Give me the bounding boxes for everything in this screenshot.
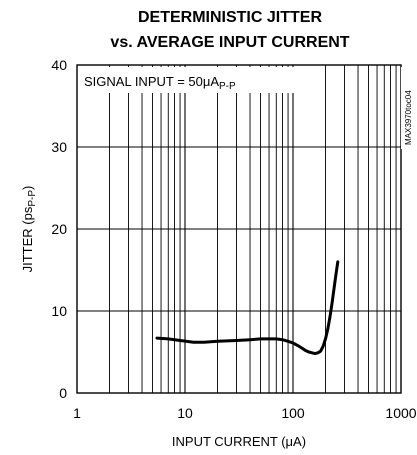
x-tick-labels: 1 10 100 1000 — [73, 405, 417, 421]
chart-title-line1: DETERMINISTIC JITTER — [138, 9, 322, 26]
annotation-main: SIGNAL INPUT = 50μA — [84, 74, 219, 89]
y-tick-label: 20 — [51, 221, 67, 237]
x-tick-label: 100 — [281, 405, 305, 421]
y-axis-label-main: JITTER (ps — [20, 206, 35, 272]
x-tick-label: 10 — [177, 405, 193, 421]
y-tick-label: 10 — [51, 303, 67, 319]
part-number-background — [401, 67, 415, 149]
y-tick-label: 30 — [51, 139, 67, 155]
x-tick-label: 1000 — [385, 405, 416, 421]
annotation-background — [79, 67, 295, 93]
y-axis-label: JITTER (psP-P) — [20, 186, 38, 273]
y-axis-label-end: ) — [20, 186, 35, 190]
part-number: MAX3970toc04 — [404, 90, 413, 145]
signal-annotation: SIGNAL INPUT = 50μAP-P — [79, 67, 295, 93]
annotation-sub: P-P — [219, 81, 236, 92]
grid — [77, 65, 401, 393]
plot-frame — [76, 64, 402, 394]
annotation-text: SIGNAL INPUT = 50μAP-P — [84, 74, 236, 92]
y-tick-label: 40 — [51, 57, 67, 73]
y-tick-label: 0 — [59, 385, 67, 401]
y-axis-label-sub: P-P — [27, 190, 38, 207]
chart-title-line2: vs. AVERAGE INPUT CURRENT — [110, 34, 349, 51]
y-tick-labels: 0 10 20 30 40 — [51, 57, 67, 401]
x-axis-label: INPUT CURRENT (μA) — [172, 434, 306, 449]
part-number-label: MAX3970toc04 — [401, 67, 415, 149]
series-line — [155, 260, 340, 356]
x-tick-label: 1 — [73, 405, 81, 421]
